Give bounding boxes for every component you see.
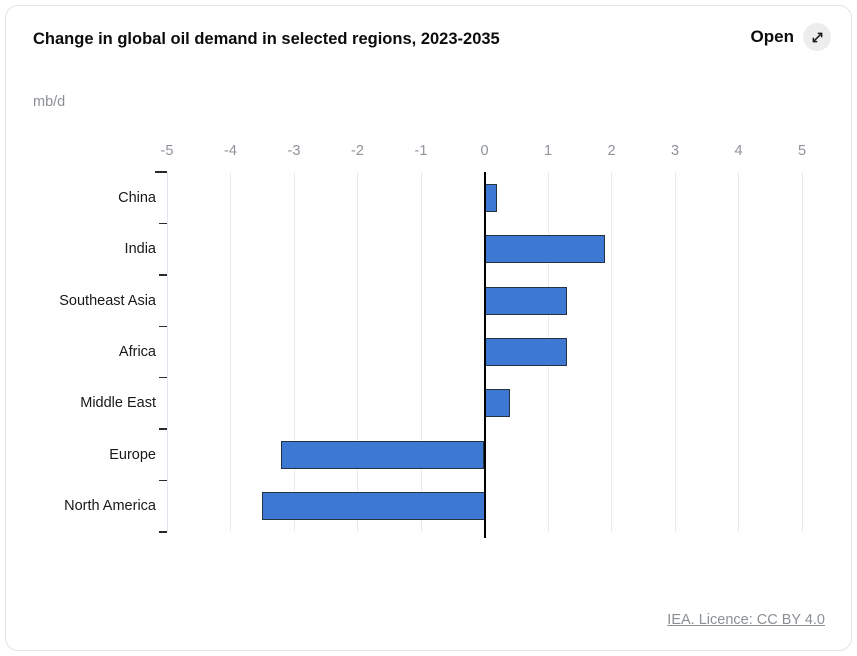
expand-icon[interactable] (803, 23, 831, 51)
bar-middle-east[interactable] (484, 389, 510, 418)
open-button[interactable]: Open (751, 23, 831, 51)
x-axis-tick-label: 5 (797, 143, 807, 159)
category-label: North America (64, 498, 156, 515)
axis-tick (159, 531, 167, 533)
gridline (166, 172, 168, 532)
x-axis-tick-label: 0 (480, 143, 489, 159)
axis-tick (159, 274, 167, 276)
bar-africa[interactable] (484, 338, 568, 366)
x-axis-tick-label: 4 (734, 143, 743, 159)
axis-tick (159, 325, 167, 328)
license-link[interactable]: IEA. Licence: CC BY 4.0 (667, 612, 825, 628)
category-label: Southeast Asia (59, 292, 156, 309)
gridline (357, 172, 358, 532)
category-label: Middle East (80, 395, 156, 412)
unit-label: mb/d (33, 94, 66, 110)
x-axis-labels: -5 -4 -3 -2 -1 0 1 2 3 4 5 (161, 143, 806, 163)
x-axis-tick-label: -1 (414, 143, 428, 159)
gridline (674, 172, 676, 532)
axis-tick (159, 376, 167, 379)
category-axis: China India Southeast Asia Africa Middle Eas… (6, 172, 156, 532)
category-label: Africa (118, 343, 156, 360)
x-axis-tick-label: -2 (351, 143, 364, 159)
category-label: Europe (109, 446, 156, 463)
gridline (611, 172, 612, 532)
category-label: China (118, 189, 156, 206)
axis-tick (159, 222, 167, 225)
gridline (420, 172, 422, 532)
gridline (230, 172, 231, 532)
x-axis-tick-label: -5 (160, 143, 174, 159)
gridline (293, 172, 295, 532)
bar-chart-plot-area (155, 171, 803, 538)
gridline (801, 172, 803, 532)
bar-europe[interactable] (281, 440, 485, 469)
zero-axis-line (483, 172, 486, 538)
x-axis-tick-label: 3 (670, 143, 680, 159)
open-button-label: Open (750, 27, 794, 46)
x-axis-tick-label: 1 (543, 143, 553, 159)
axis-tick (159, 428, 167, 430)
x-axis-tick-label: 2 (607, 143, 616, 159)
bar-china[interactable] (484, 183, 498, 212)
bar-india[interactable] (484, 235, 606, 264)
category-label: India (124, 241, 156, 258)
chart-card: Change in global oil demand in selected … (5, 5, 852, 651)
bar-southeast-asia[interactable] (484, 286, 568, 315)
axis-tick (155, 171, 167, 173)
chart-title: Change in global oil demand in selected … (33, 30, 500, 48)
axis-tick (159, 479, 167, 482)
gridline (738, 172, 739, 532)
x-axis-tick-label: -4 (224, 143, 237, 159)
x-axis-tick-label: -3 (287, 143, 301, 159)
bar-north-america[interactable] (262, 492, 485, 521)
